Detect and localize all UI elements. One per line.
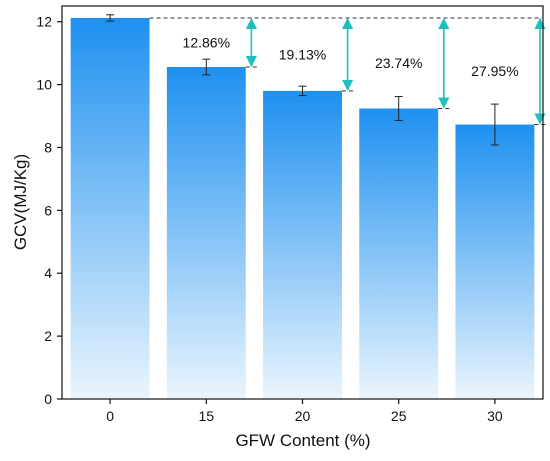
x-axis: 0 15 20 25 30 — [106, 399, 503, 424]
error-bar-0 — [106, 14, 115, 22]
error-bars-layer — [106, 14, 499, 146]
y-tick-label-12: 12 — [36, 14, 52, 30]
bar-0 — [70, 17, 150, 399]
bar-25 — [359, 108, 439, 400]
x-tick-label-20: 20 — [295, 408, 311, 424]
bar-30 — [455, 124, 535, 399]
y-tick-label-6: 6 — [44, 202, 52, 218]
annotations-layer: 12.86% 19.13% 23.74% 27.95% — [149, 17, 546, 126]
error-bar-25 — [394, 96, 403, 121]
difference-label-20: 19.13% — [279, 46, 326, 62]
x-tick-label-0: 0 — [106, 408, 114, 424]
bars-layer — [70, 17, 535, 400]
bar-20 — [263, 90, 342, 399]
x-tick-label-15: 15 — [199, 408, 215, 424]
bar-15 — [166, 66, 246, 400]
y-axis: 0 2 4 6 8 10 12 — [36, 14, 62, 407]
y-tick-label-4: 4 — [44, 265, 52, 281]
x-axis-title: GFW Content (%) — [235, 431, 370, 450]
y-axis-title: GCV(MJ/Kg) — [11, 154, 30, 250]
difference-label-15: 12.86% — [183, 34, 230, 50]
error-bar-15 — [202, 58, 211, 76]
x-tick-label-25: 25 — [391, 408, 407, 424]
y-tick-label-0: 0 — [44, 391, 52, 407]
error-bar-30 — [490, 103, 499, 146]
y-tick-label-8: 8 — [44, 139, 52, 155]
y-tick-label-2: 2 — [44, 328, 52, 344]
x-tick-label-30: 30 — [487, 408, 503, 424]
difference-label-30: 27.95% — [471, 63, 518, 79]
difference-label-25: 23.74% — [375, 55, 422, 71]
y-tick-label-10: 10 — [36, 77, 52, 93]
error-bar-20 — [298, 85, 307, 97]
